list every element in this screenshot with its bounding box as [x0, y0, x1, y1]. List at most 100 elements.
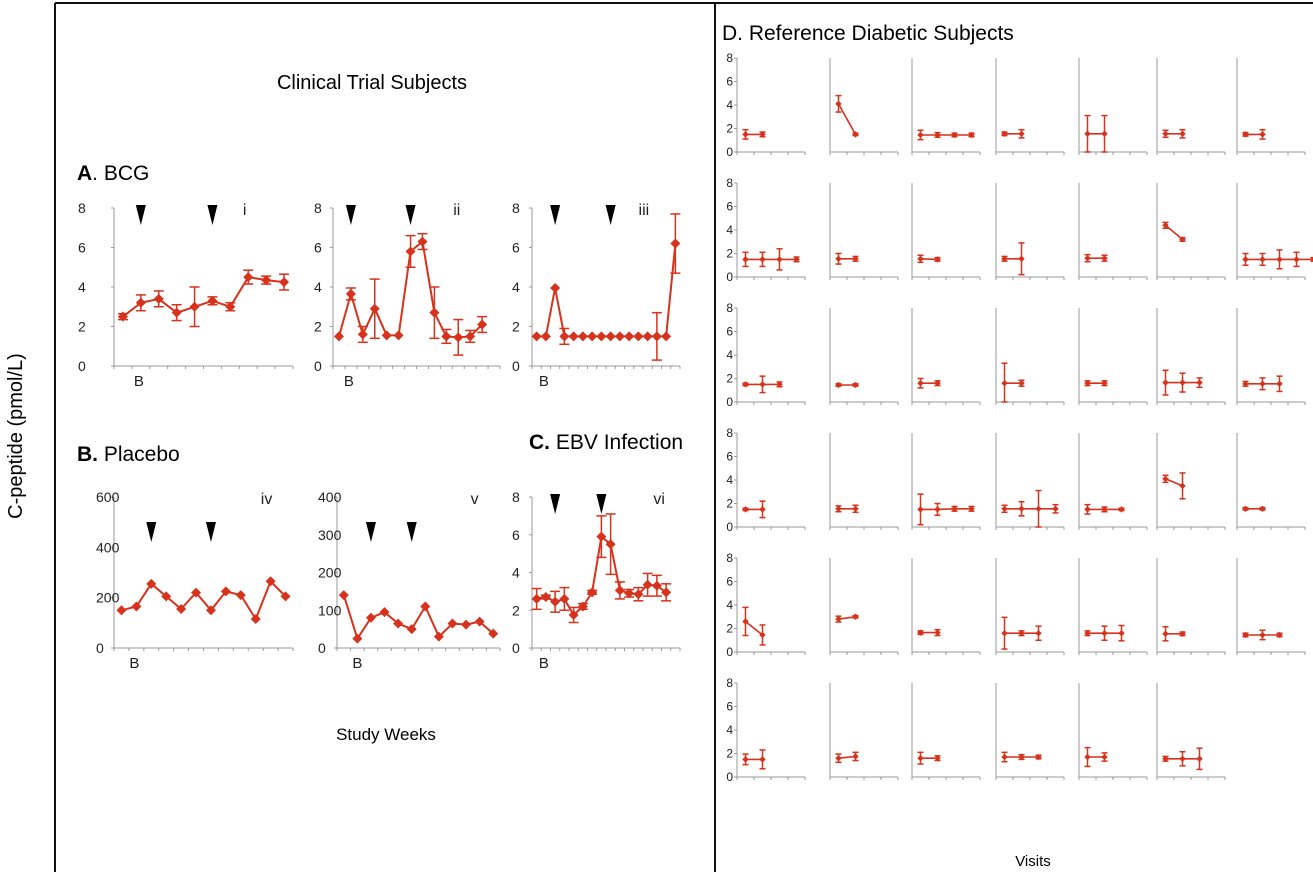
data-point [220, 586, 231, 597]
data-point [651, 331, 662, 342]
data-point [1259, 380, 1266, 387]
data-point [670, 238, 681, 249]
data-point [1001, 630, 1008, 637]
data-point [596, 531, 607, 542]
data-point [550, 282, 561, 293]
reference-panel [1236, 433, 1306, 530]
baseline-tick-label: B [352, 655, 362, 672]
data-point [235, 590, 246, 601]
y-tick-label: 2 [726, 247, 733, 261]
data-point [265, 576, 276, 587]
data-point [1259, 505, 1266, 512]
group-b-label: B. Placebo [77, 443, 180, 466]
data-point [189, 301, 200, 312]
reference-panel [829, 433, 899, 530]
data-point [605, 539, 616, 550]
data-point [1101, 130, 1108, 137]
data-point [759, 131, 766, 138]
reference-panel [1078, 58, 1148, 155]
y-tick-label: 8 [726, 301, 733, 315]
data-point [406, 624, 417, 635]
data-point [1162, 755, 1169, 762]
y-tick-label: 400 [96, 539, 120, 555]
data-point [393, 330, 404, 341]
data-point [1101, 630, 1108, 637]
y-tick-label: 4 [726, 473, 733, 487]
data-point [759, 381, 766, 388]
baseline-tick-label: B [539, 655, 549, 672]
reference-panel [1236, 58, 1306, 155]
y-tick-label: 4 [726, 598, 733, 612]
data-point [624, 331, 635, 342]
data-point [951, 131, 958, 139]
data-point [917, 255, 924, 262]
reference-panel: 0 2 4 6 8 [726, 51, 806, 159]
data-point [433, 631, 444, 642]
data-point [577, 331, 588, 342]
data-point [577, 601, 588, 612]
baseline-tick-label: B [539, 373, 549, 390]
data-point [338, 590, 349, 601]
reference-grid: 0 2 4 6 8 0 2 4 6 8 0 2 4 6 8 0 2 4 6 8 0 2 4 6 8 0 2 4 6 8 [726, 51, 1313, 784]
y-tick-label: 2 [726, 622, 733, 636]
chart-panel-v: 0 100 200 300 400 v B [318, 489, 501, 672]
data-point [624, 588, 635, 599]
y-tick-label: 2 [78, 319, 86, 335]
reference-panel [995, 433, 1065, 530]
panel-roman-label: iii [639, 202, 650, 219]
data-point [1162, 130, 1169, 137]
data-point [146, 578, 157, 589]
data-point [352, 633, 363, 644]
data-point [474, 616, 485, 627]
data-point [1276, 631, 1283, 639]
data-point [596, 331, 607, 342]
data-point [420, 601, 431, 612]
data-point [759, 506, 766, 513]
data-point [614, 331, 625, 342]
data-point [1101, 753, 1108, 761]
y-tick-label: 4 [512, 565, 520, 581]
y-tick-label: 0 [726, 395, 733, 409]
data-point [1018, 505, 1025, 512]
data-point [1196, 755, 1203, 762]
y-tick-label: 0 [314, 358, 322, 374]
data-point [934, 131, 941, 139]
data-point [176, 603, 187, 614]
data-point [1001, 505, 1008, 512]
reference-panel: 0 2 4 6 8 [726, 301, 806, 409]
data-point [1162, 475, 1169, 483]
y-tick-label: 8 [726, 176, 733, 190]
data-point [1276, 256, 1283, 263]
treatment-arrow-marker [550, 205, 561, 225]
data-point [776, 381, 783, 388]
reference-panel [1078, 558, 1148, 655]
y-tick-label: 2 [726, 122, 733, 136]
series-line [342, 594, 494, 641]
data-point [477, 319, 488, 330]
reference-panel [995, 183, 1065, 280]
reference-panel [995, 558, 1065, 655]
y-tick-label: 200 [96, 590, 120, 606]
y-tick-label: 0 [726, 145, 733, 159]
data-point [852, 255, 859, 262]
panel-roman-label: i [243, 202, 247, 219]
chart-panel-iii: 0 2 4 6 8 iii B [512, 200, 681, 390]
data-point [1018, 130, 1025, 137]
baseline-tick-label: B [129, 655, 139, 672]
y-tick-label: 8 [726, 426, 733, 440]
data-point [587, 587, 598, 598]
data-point [1196, 379, 1203, 386]
reference-panel [1156, 683, 1226, 780]
data-point [1179, 130, 1186, 137]
data-point [441, 331, 452, 342]
data-point [852, 753, 859, 760]
reference-panel [829, 558, 899, 655]
data-point [1179, 482, 1186, 490]
data-point [365, 612, 376, 623]
reference-panel [1078, 308, 1148, 405]
right-title: D. Reference Diabetic Subjects [722, 22, 1014, 45]
data-point [917, 629, 924, 636]
y-tick-label: 200 [318, 565, 342, 581]
y-tick-label: 2 [726, 497, 733, 511]
data-point [642, 579, 653, 590]
